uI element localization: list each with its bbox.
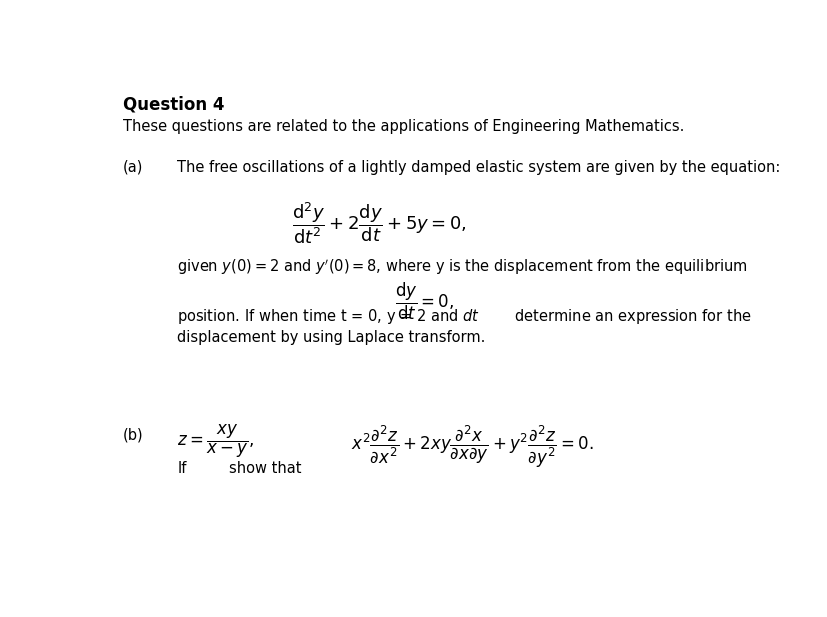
Text: show that: show that — [228, 462, 301, 476]
Text: (b): (b) — [122, 428, 143, 443]
Text: $z = \dfrac{xy}{x - y},$: $z = \dfrac{xy}{x - y},$ — [177, 423, 254, 460]
Text: Question 4: Question 4 — [122, 96, 224, 114]
Text: If: If — [177, 462, 186, 476]
Text: (a): (a) — [122, 160, 143, 175]
Text: displacement by using Laplace transform.: displacement by using Laplace transform. — [177, 329, 485, 345]
Text: given $y(0) = 2$ and $y'(0) = 8$, where y is the displacement from the equilibri: given $y(0) = 2$ and $y'(0) = 8$, where … — [177, 257, 747, 276]
Text: These questions are related to the applications of Engineering Mathematics.: These questions are related to the appli… — [122, 119, 683, 134]
Text: position. If when time t = 0, y = 2 and $dt$        determine an expression for : position. If when time t = 0, y = 2 and … — [177, 307, 751, 326]
Text: $\dfrac{\mathrm{d}y}{\mathrm{d}t} = 0,$: $\dfrac{\mathrm{d}y}{\mathrm{d}t} = 0,$ — [394, 281, 453, 322]
Text: The free oscillations of a lightly damped elastic system are given by the equati: The free oscillations of a lightly dampe… — [177, 160, 780, 175]
Text: $\dfrac{\mathrm{d}^2y}{\mathrm{d}t^2} + 2\dfrac{\mathrm{d}y}{\mathrm{d}t} + 5y =: $\dfrac{\mathrm{d}^2y}{\mathrm{d}t^2} + … — [292, 200, 466, 246]
Text: $x^2\dfrac{\partial^2 z}{\partial x^2} + 2xy\dfrac{\partial^2 x}{\partial x\part: $x^2\dfrac{\partial^2 z}{\partial x^2} +… — [350, 423, 592, 470]
